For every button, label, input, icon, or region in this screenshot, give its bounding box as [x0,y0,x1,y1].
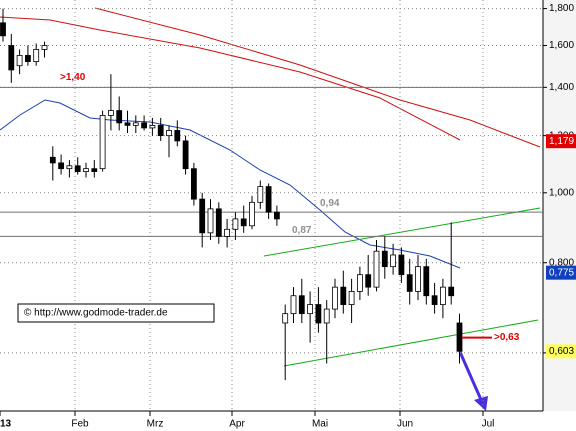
candle-body [41,45,48,50]
candle-body [448,286,455,297]
x-tick-label: Apr [229,419,245,430]
y-axis-panel [543,0,576,411]
source: © http://www.godmode-trader.de [24,308,168,319]
moving-average-long [0,16,461,141]
candle-body [315,304,322,324]
candle-body [149,124,156,129]
candle-body [431,295,438,305]
forecast-arrow-head [474,396,488,411]
y-tick-label: 0,800 [549,257,574,268]
candle-body [174,130,181,142]
candle-body [141,122,148,129]
candle-body [323,308,330,324]
candle-body [182,140,189,170]
candle-body [257,186,264,203]
candle-body [373,250,380,288]
y-tick-label: 1,000 [549,187,574,198]
level-label: 0,87 [292,225,312,236]
price-label-box [546,265,576,280]
source-box [17,303,215,323]
candle-body [124,122,131,126]
candle-body [390,254,397,268]
candle-body [91,168,98,172]
candle-body [215,208,222,237]
candle-body [132,122,139,126]
candle-body [356,274,363,292]
candle-body [108,110,114,116]
x-tick-label: Jun [397,419,413,430]
candle-body [348,291,355,305]
price-label-box [546,344,576,359]
candle-body [8,45,15,71]
candle-body [423,266,430,297]
candle-body [99,115,106,170]
candle-body [273,211,280,220]
candle-body [33,49,40,62]
trend-line-upper [263,207,541,257]
candle-body [282,313,289,324]
candle-body [332,286,338,310]
moving-average-short [0,99,461,269]
forecast-arrow [458,351,484,403]
candle-body [249,201,255,227]
y-tick-label: 1,600 [549,40,574,51]
candle-body [157,124,164,137]
candle-body [58,162,64,170]
candle-body [232,218,239,230]
candle-body [290,295,297,315]
price-label: 0,775 [549,267,574,278]
x-tick-label: Feb [71,419,89,430]
candle-body [116,110,123,124]
candle-body [340,286,347,305]
level-label: >1,40 [60,72,86,83]
candle-body [49,156,56,164]
candle-body [439,286,446,305]
x-tick-label: 13 [0,419,12,430]
x-tick-label: Mai [312,419,328,430]
price-label-box [546,134,576,149]
candle-body [365,274,372,288]
level-label: 0,94 [320,198,340,209]
candle-body [415,266,421,292]
candle-body [224,228,231,237]
candle-body [398,254,405,276]
target-label: >0,63 [494,332,520,343]
candle-body [24,55,31,62]
candle-body [83,168,89,172]
candle-body [74,165,81,172]
x-tick-label: Mrz [147,419,164,430]
price-label: 1,179 [549,136,574,147]
candle-body [381,250,388,268]
x-tick-label: Jul [482,419,495,430]
candle-body [406,274,413,292]
candle-body [307,304,314,315]
candle-body [456,322,463,352]
candle-body [240,218,247,227]
moving-average-long-2 [94,7,541,148]
candle-body [66,165,73,170]
candle-body [16,55,23,67]
candle-body [298,295,305,315]
candle-body [207,208,214,234]
candle-body [199,198,206,234]
price-label: 0,603 [549,346,574,357]
candle-body [265,186,272,213]
candle-body [166,130,172,137]
y-tick-label: 1,800 [549,3,574,14]
candle-body [190,168,197,200]
candle-body [0,22,6,37]
y-tick-label: 1,400 [549,82,574,93]
